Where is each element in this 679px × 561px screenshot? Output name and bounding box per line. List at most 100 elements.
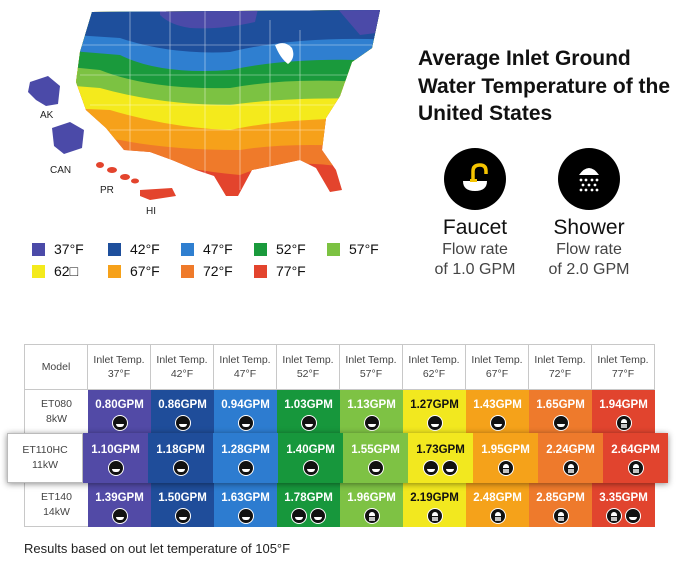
legend-item: 77°F (254, 263, 306, 279)
faucet-flow-value: of 1.0 GPM (434, 261, 516, 278)
legend-label: 72°F (203, 263, 233, 279)
table-row: ET140 14kW 1.39GPM 1.50GPM 1.63GPM 1.78GPM 1.9… (24, 483, 655, 527)
usage-icons (367, 460, 384, 476)
gpm-cell: 3.35GPM (592, 483, 655, 527)
legend-swatch (32, 264, 45, 278)
faucet-icon (367, 460, 384, 476)
puerto-rico-shape (140, 188, 176, 200)
legend-item: 72°F (181, 263, 233, 279)
gpm-cell: 0.86GPM (151, 390, 214, 434)
model-power: 14kW (43, 505, 70, 518)
gpm-value: 2.48GPM (473, 492, 522, 504)
usage-icons (363, 508, 380, 524)
usage-icons (237, 460, 254, 476)
faucet-icon (625, 508, 641, 524)
us-temperature-bands (76, 10, 380, 196)
usage-icons (497, 460, 514, 476)
gpm-value: 1.96GPM (347, 492, 396, 504)
faucet-icon (172, 460, 189, 476)
gpm-cell: 1.95GPM (473, 433, 538, 483)
column-header-label: Inlet Temp. (471, 354, 523, 366)
usage-icons (174, 508, 191, 524)
model-cell: ET140 14kW (24, 483, 88, 527)
legend-label: 77°F (276, 263, 306, 279)
gpm-value: 1.27GPM (410, 399, 459, 411)
faucet-icon (237, 415, 254, 431)
shower-icon (489, 508, 506, 524)
shower-icon (426, 508, 443, 524)
legend-swatch (327, 242, 340, 256)
gpm-value: 1.40GPM (286, 444, 335, 456)
gpm-value: 1.73GPM (416, 444, 465, 456)
usage-icons (300, 415, 317, 431)
faucet-icon (107, 460, 124, 476)
gpm-value: 1.13GPM (347, 399, 396, 411)
faucet-icon (111, 508, 128, 524)
gpm-cell: 2.85GPM (529, 483, 592, 527)
shower-block: Shower Flow rate of 2.0 GPM (529, 148, 649, 280)
column-header-label: Inlet Temp. (345, 354, 397, 366)
column-header-temp: 77°F (611, 368, 635, 380)
gpm-value: 1.43GPM (473, 399, 522, 411)
gpm-cell: 1.63GPM (214, 483, 277, 527)
faucet-icon (300, 415, 317, 431)
gpm-value: 1.10GPM (91, 444, 140, 456)
table-row: ET080 8kW 0.80GPM 0.86GPM 0.94GPM 1.03GPM 1.13… (24, 390, 655, 434)
gpm-cell: 1.10GPM (83, 433, 148, 483)
alaska-shape (28, 76, 60, 106)
footnote: Results based on out let temperature of … (24, 541, 291, 556)
legend-item: 62□ (32, 263, 78, 279)
faucet-flow-label: Flow rate (442, 241, 508, 258)
column-header-temp: 72°F (548, 368, 572, 380)
gpm-cell: 1.03GPM (277, 390, 340, 434)
usage-icons (237, 415, 254, 431)
column-header: Inlet Temp. 52°F (277, 344, 340, 390)
faucet-icon (111, 415, 128, 431)
column-header-temp: 52°F (296, 368, 320, 380)
gpm-value: 2.24GPM (546, 444, 595, 456)
model-cell: ET080 8kW (24, 390, 88, 434)
column-header-label: Inlet Temp. (408, 354, 460, 366)
gpm-cell: 2.64GPM (603, 433, 668, 483)
faucet-icon (237, 460, 254, 476)
gpm-value: 1.63GPM (221, 492, 270, 504)
gpm-cell: 1.39GPM (88, 483, 151, 527)
gpm-cell: 1.78GPM (277, 483, 340, 527)
legend-label: 57°F (349, 241, 379, 257)
model-power: 8kW (46, 412, 67, 425)
faucet-icon (237, 508, 254, 524)
column-header: Inlet Temp. 47°F (214, 344, 277, 390)
gpm-cell: 1.13GPM (340, 390, 403, 434)
usage-icons (489, 508, 506, 524)
gpm-value: 0.94GPM (221, 399, 270, 411)
faucet-icon (489, 415, 506, 431)
shower-icon (627, 460, 644, 476)
gpm-cell: 1.65GPM (529, 390, 592, 434)
legend-label: 62□ (54, 263, 79, 279)
gpm-value: 1.18GPM (156, 444, 205, 456)
gpm-cell: 2.19GPM (403, 483, 466, 527)
legend-item: 57°F (327, 241, 379, 257)
column-header: Inlet Temp. 37°F (88, 344, 151, 390)
model-header: Model (24, 344, 88, 390)
legend-item: 47°F (181, 241, 233, 257)
gpm-value: 1.94GPM (599, 399, 648, 411)
faucet-icon (444, 148, 506, 210)
usage-icons (562, 460, 579, 476)
faucet-icon (423, 460, 439, 476)
usage-icons (552, 415, 569, 431)
usage-icons (627, 460, 644, 476)
gpm-cell: 0.94GPM (214, 390, 277, 434)
legend-swatch (32, 242, 45, 256)
gpm-value: 2.64GPM (611, 444, 660, 456)
faucet-icon (442, 460, 458, 476)
column-header-label: Inlet Temp. (156, 354, 208, 366)
column-header: Inlet Temp. 72°F (529, 344, 592, 390)
gpm-cell: 1.27GPM (403, 390, 466, 434)
great-lakes (275, 43, 294, 64)
usage-icons (426, 415, 443, 431)
column-header-temp: 62°F (422, 368, 446, 380)
column-header: Inlet Temp. 42°F (151, 344, 214, 390)
map-label-ak: AK (40, 110, 54, 121)
column-header-temp: 42°F (170, 368, 194, 380)
